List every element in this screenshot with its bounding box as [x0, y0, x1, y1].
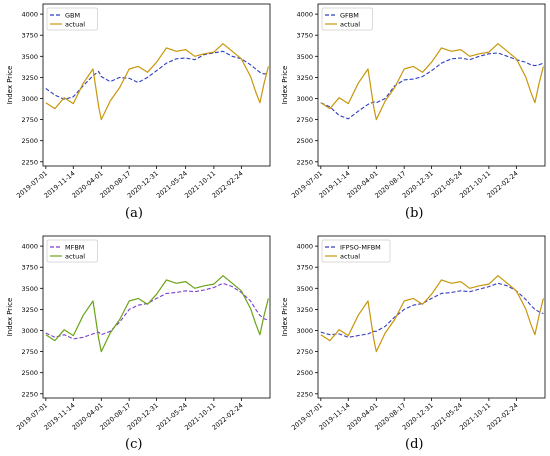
y-tick-label: 2500: [21, 137, 38, 145]
y-tick-label: 3750: [296, 264, 313, 272]
series-line-actual: [45, 43, 269, 121]
series-line-model: [45, 50, 269, 100]
y-tick-label: 3250: [296, 306, 313, 314]
y-tick-label: 3500: [296, 53, 313, 61]
y-tick-label: 3250: [21, 74, 38, 82]
series-line-model: [320, 282, 544, 338]
y-tick-label: 3250: [21, 306, 38, 314]
caption-d: (d): [405, 437, 424, 452]
plot-frame: [317, 235, 546, 399]
series-line-model: [45, 282, 269, 340]
caption-a: (a): [125, 206, 143, 221]
y-tick-label: 2750: [21, 348, 38, 356]
y-tick-label: 3500: [296, 285, 313, 293]
y-tick-label: 3750: [21, 264, 38, 272]
legend-label: actual: [340, 20, 360, 28]
legend-label: actual: [65, 20, 85, 28]
y-tick-label: 3000: [21, 95, 38, 103]
legend-label: actual: [340, 252, 360, 260]
y-tick-label: 2500: [21, 369, 38, 377]
chart-panel-a: 225025002750300032503500375040002019-07-…: [6, 3, 271, 200]
plot-frame: [42, 235, 271, 399]
series-line-actual: [320, 43, 544, 121]
y-tick-label: 3250: [296, 74, 313, 82]
y-tick-label: 4000: [21, 11, 38, 19]
y-tick-label: 2250: [296, 390, 313, 398]
y-axis-label: Index Price: [281, 298, 289, 337]
y-axis-label: Index Price: [6, 66, 14, 105]
y-tick-label: 3000: [296, 327, 313, 335]
y-tick-label: 2750: [21, 116, 38, 124]
legend-label: GBM: [65, 11, 80, 19]
y-tick-label: 4000: [296, 11, 313, 19]
y-tick-label: 3500: [21, 53, 38, 61]
y-tick-label: 4000: [296, 243, 313, 251]
y-tick-label: 3000: [296, 95, 313, 103]
y-tick-label: 2250: [21, 158, 38, 166]
y-tick-label: 2250: [21, 390, 38, 398]
y-tick-label: 2250: [296, 158, 313, 166]
y-axis-label: Index Price: [6, 298, 14, 337]
y-tick-label: 2500: [296, 137, 313, 145]
plot-frame: [317, 3, 546, 167]
legend-box: [321, 239, 391, 263]
y-tick-label: 3000: [21, 327, 38, 335]
series-line-actual: [45, 275, 269, 353]
y-tick-label: 4000: [21, 243, 38, 251]
legend-label: actual: [65, 252, 85, 260]
y-tick-label: 3750: [21, 32, 38, 40]
y-tick-label: 2500: [296, 369, 313, 377]
legend-label: GFBM: [340, 11, 359, 19]
chart-panel-d: 225025002750300032503500375040002019-07-…: [281, 235, 546, 432]
y-axis-label: Index Price: [281, 66, 289, 105]
legend-label: MFBM: [65, 243, 84, 251]
y-tick-label: 2750: [296, 348, 313, 356]
y-tick-label: 3750: [296, 32, 313, 40]
series-line-actual: [320, 275, 544, 353]
caption-b: (b): [405, 206, 424, 221]
plot-frame: [42, 3, 271, 167]
series-line-model: [320, 52, 544, 120]
chart-panel-c: 225025002750300032503500375040002019-07-…: [6, 235, 271, 432]
y-tick-label: 2750: [296, 116, 313, 124]
legend-label: IFPSO-MFBM: [340, 243, 381, 251]
caption-c: (c): [125, 437, 143, 452]
chart-panel-b: 225025002750300032503500375040002019-07-…: [281, 3, 546, 200]
y-tick-label: 3500: [21, 285, 38, 293]
